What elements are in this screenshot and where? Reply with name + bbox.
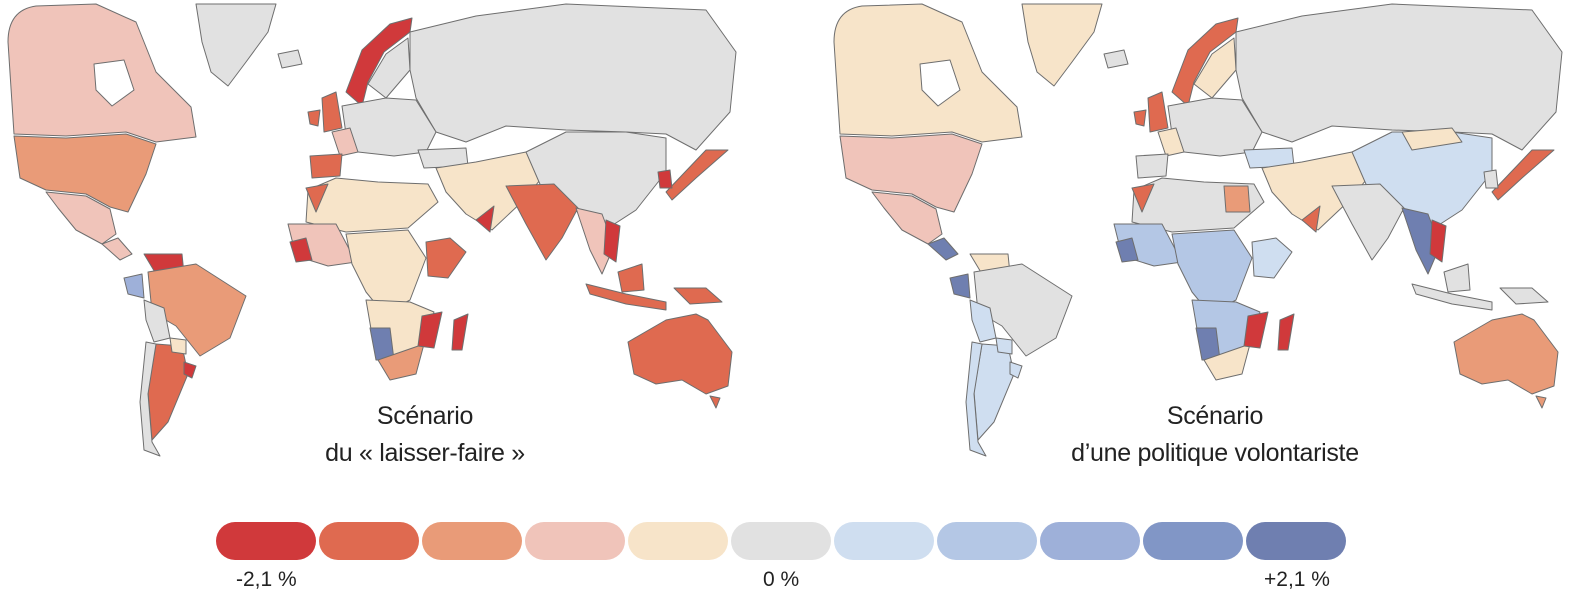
region-uk [321,91,343,133]
region-usa [13,133,157,213]
region-india [1331,183,1405,261]
region-iceland [1103,49,1129,69]
region-iceland [277,49,303,69]
region-spain [309,153,343,179]
region-mexico [871,191,943,245]
region-uruguay [183,361,197,379]
region-new-guinea [1499,287,1549,305]
region-chile [139,341,161,457]
caption-volontariste-line1: Scénario [1166,402,1264,430]
region-spain [1135,153,1169,179]
region-paraguay [169,337,187,355]
region-central-america [927,237,959,261]
caption-volontariste-line2: d’une politique volontariste [1071,439,1359,467]
region-usa [839,133,983,213]
region-ireland [1133,109,1147,127]
region-morocco [1131,183,1155,213]
legend-label-max: +2,1 % [1264,568,1330,591]
region-se-asia [1401,207,1441,275]
world-map-laisser-faire [7,3,737,457]
region-east-africa [425,237,467,279]
region-vietnam [603,219,621,263]
region-mozambique [1243,311,1269,349]
region-hudson-bay [919,59,961,107]
legend-swatch [1040,522,1140,560]
region-borneo [1443,263,1471,293]
caption-laisser-faire-line1: Scénario [376,402,474,430]
legend-swatch [628,522,728,560]
region-uruguay [1009,361,1023,379]
region-mozambique [417,311,443,349]
region-indonesia [1411,283,1493,311]
color-scale-legend [216,522,1346,560]
region-hudson-bay [93,59,135,107]
region-korea [657,169,673,189]
region-japan [1491,149,1555,201]
region-madagascar [1277,313,1295,351]
region-france [331,127,359,157]
region-japan [665,149,729,201]
region-australia [1453,313,1559,395]
legend-swatch [937,522,1037,560]
region-morocco [305,183,329,213]
region-oman [1301,205,1321,233]
region-tasmania [709,395,721,409]
region-borneo [617,263,645,293]
legend-swatch [731,522,831,560]
legend-swatch [525,522,625,560]
region-west-coast [289,237,313,263]
region-ireland [307,109,321,127]
region-sweden [367,37,411,99]
region-sweden [1193,37,1237,99]
region-se-asia [575,207,615,275]
region-paraguay [995,337,1013,355]
region-russia [409,3,737,151]
region-australia [627,313,733,395]
caption-laisser-faire-line2: du « laisser-faire » [325,439,525,467]
world-map-politique-volontariste [833,3,1563,457]
legend-swatch [1246,522,1346,560]
region-egypt [1223,185,1251,213]
region-korea [1483,169,1499,189]
region-russia [1235,3,1563,151]
caption-politique-volontariste: Scénario d’une politique volontariste [1060,398,1370,472]
region-colombia [123,273,145,299]
region-greenland [1021,3,1103,87]
region-west-coast [1115,237,1139,263]
region-greenland [195,3,277,87]
region-colombia [949,273,971,299]
region-mexico [45,191,117,245]
region-chile [965,341,987,457]
region-indonesia [585,283,667,311]
region-france [1157,127,1185,157]
region-south-africa [1203,343,1251,381]
legend-swatch [1143,522,1243,560]
region-east-africa [1251,237,1293,279]
legend-swatch [834,522,934,560]
caption-laisser-faire: Scénario du « laisser-faire » [270,398,580,472]
region-uk [1147,91,1169,133]
legend-swatch [319,522,419,560]
region-new-guinea [673,287,723,305]
region-oman [475,205,495,233]
region-madagascar [451,313,469,351]
map-laisser-faire [6,2,741,460]
region-india [505,183,579,261]
legend-swatch [422,522,522,560]
region-peru [143,299,171,343]
legend-label-min: -2,1 % [236,568,297,591]
region-south-africa [377,343,425,381]
region-mongolia [1401,127,1463,151]
region-vietnam [1429,219,1447,263]
region-central-america [101,237,133,261]
region-tasmania [1535,395,1547,409]
map-politique-volontariste [832,2,1567,460]
legend-label-mid: 0 % [763,568,800,591]
legend-swatch [216,522,316,560]
region-peru [969,299,997,343]
